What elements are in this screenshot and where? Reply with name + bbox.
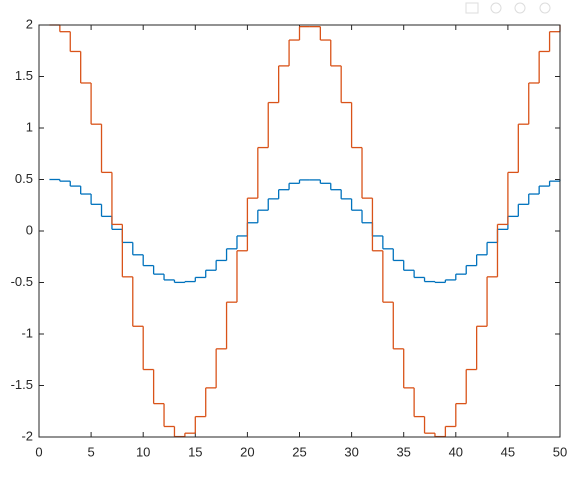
x-tick-label: 35 [396, 444, 410, 459]
y-tick-label: 0.5 [15, 171, 33, 186]
x-tick-label: 45 [501, 444, 515, 459]
x-tick-label: 15 [188, 444, 202, 459]
toolbar-icon[interactable] [490, 2, 502, 14]
y-tick-label: -1 [21, 325, 33, 340]
y-tick-label: 1 [26, 119, 33, 134]
toolbar-icon[interactable] [539, 2, 551, 14]
x-tick-label: 30 [344, 444, 358, 459]
x-tick-label: 25 [292, 444, 306, 459]
y-tick-label: 1.5 [15, 68, 33, 83]
toolbar[interactable] [465, 2, 551, 14]
x-tick-label: 0 [35, 444, 42, 459]
toolbar-icon[interactable] [514, 2, 526, 14]
plot-area [39, 25, 560, 437]
y-tick-label: -2 [21, 428, 33, 443]
x-tick-label: 50 [553, 444, 567, 459]
x-tick-label: 5 [87, 444, 94, 459]
x-tick-label: 20 [240, 444, 254, 459]
y-tick-label: 2 [26, 16, 33, 31]
y-tick-label: -1.5 [11, 377, 33, 392]
x-tick-label: 10 [136, 444, 150, 459]
x-tick-label: 40 [449, 444, 463, 459]
y-tick-label: 0 [26, 222, 33, 237]
toolbar-icon[interactable] [465, 2, 479, 14]
y-tick-label: -0.5 [11, 274, 33, 289]
axes-box [38, 24, 561, 438]
